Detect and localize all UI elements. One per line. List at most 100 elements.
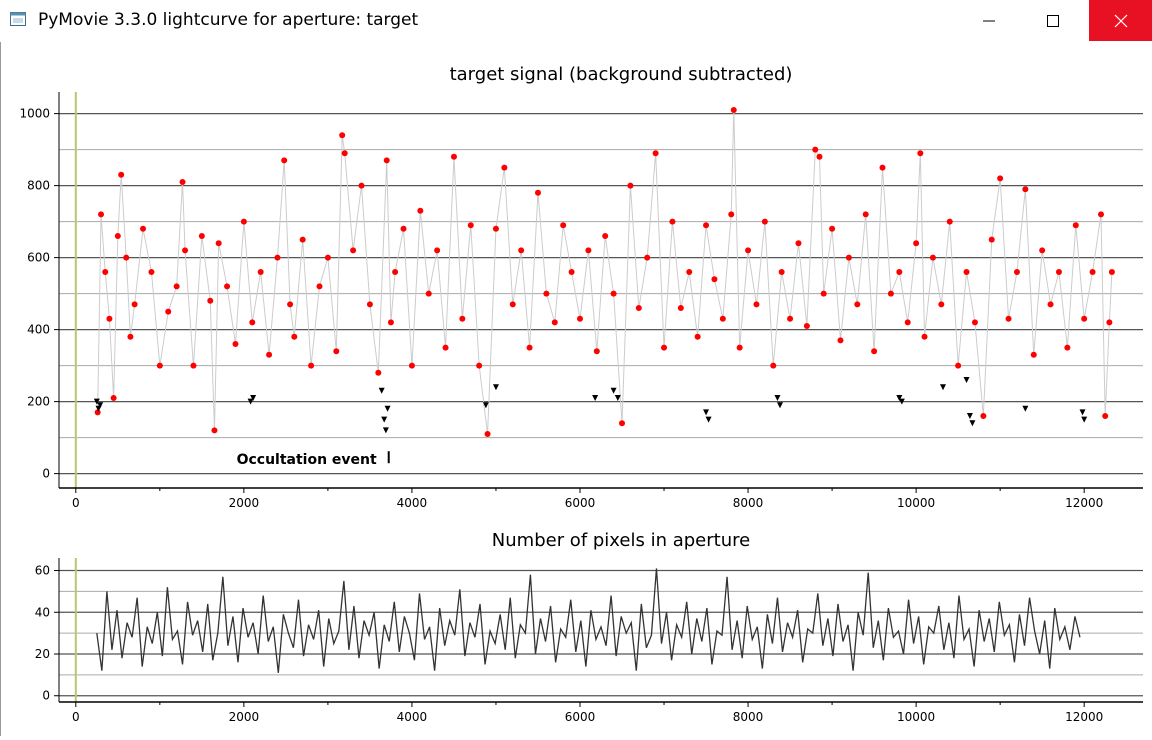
dropped-point-marker (969, 420, 976, 427)
signal-point (110, 395, 117, 401)
signal-point (299, 236, 306, 243)
y-tick-label: 600 (27, 251, 50, 265)
signal-point (341, 150, 348, 157)
y-tick-label: 0 (42, 467, 50, 481)
signal-point (997, 175, 1004, 182)
signal-point (917, 150, 924, 157)
signal-point (1030, 351, 1037, 358)
signal-point (492, 225, 499, 232)
minimize-icon (983, 20, 995, 21)
signal-point (518, 247, 525, 254)
signal-point (795, 240, 802, 247)
signal-point (719, 315, 726, 322)
signal-point (484, 431, 491, 437)
signal-point (291, 333, 298, 340)
dropped-point-marker (776, 402, 783, 409)
signal-point (845, 254, 852, 261)
dropped-point-marker (1079, 409, 1086, 416)
signal-point (215, 240, 222, 247)
signal-point (770, 362, 777, 369)
signal-point (862, 211, 869, 218)
signal-point (1108, 269, 1115, 275)
signal-point (619, 420, 626, 427)
signal-point (1055, 269, 1062, 275)
signal-point (207, 297, 214, 304)
x-tick-label: 0 (72, 710, 80, 724)
signal-point (94, 409, 101, 416)
signal-point (913, 240, 920, 247)
signal-point (929, 254, 936, 261)
signal-point (812, 146, 819, 153)
signal-point (131, 301, 138, 308)
dropped-point-marker (247, 398, 254, 405)
signal-point (703, 222, 710, 229)
x-tick-label: 0 (72, 496, 80, 510)
signal-point (211, 427, 218, 434)
dropped-point-marker (966, 413, 973, 419)
signal-point (904, 319, 911, 326)
close-icon (1114, 14, 1127, 27)
signal-point (854, 301, 861, 308)
x-tick-label: 12000 (1065, 710, 1103, 724)
signal-point (98, 211, 105, 218)
dropped-point-marker (482, 402, 489, 409)
signal-point (661, 344, 668, 351)
y-tick-label: 1000 (19, 107, 50, 121)
chart-panel-0: target signal (background subtracted) 0 20… (19, 64, 1143, 510)
dropped-point-marker (1081, 416, 1088, 423)
signal-point (816, 153, 823, 160)
app-window-icon (10, 12, 26, 26)
signal-point (366, 301, 373, 308)
dropped-point-marker (378, 387, 385, 394)
y-tick-label: 20 (35, 647, 50, 661)
dropped-point-marker (1022, 405, 1029, 412)
occultation-annotation: Occultation event (237, 452, 377, 468)
signal-point (106, 315, 113, 322)
signal-point (358, 182, 365, 189)
signal-point (249, 319, 256, 326)
signal-point (257, 269, 264, 275)
close-button[interactable] (1089, 0, 1152, 41)
signal-point (1047, 301, 1054, 308)
dropped-point-marker (703, 409, 710, 416)
dropped-point-marker (250, 395, 257, 401)
signal-point (400, 225, 407, 232)
signal-point (148, 269, 155, 275)
signal-point (568, 269, 575, 275)
lightcurve-charts[interactable]: target signal (background subtracted) 0 20… (1, 42, 1152, 736)
dropped-point-marker (614, 395, 621, 401)
signal-point (392, 269, 399, 275)
minimize-button[interactable] (966, 0, 1012, 41)
signal-point (669, 218, 676, 225)
signal-point (434, 247, 441, 254)
dropped-point-marker (610, 387, 617, 394)
signal-point (761, 218, 768, 225)
maximize-button[interactable] (1030, 0, 1076, 41)
signal-point (1106, 319, 1113, 326)
y-tick-label: 40 (35, 605, 50, 619)
x-tick-label: 10000 (897, 496, 935, 510)
signal-point (820, 290, 827, 297)
signal-point (467, 222, 474, 229)
signal-point (610, 290, 617, 297)
signal-point (585, 247, 592, 254)
signal-point (387, 319, 394, 326)
signal-point (551, 319, 558, 326)
dropped-point-marker (705, 416, 712, 423)
signal-point (938, 301, 945, 308)
signal-point (677, 305, 684, 311)
signal-point (501, 164, 508, 171)
signal-point (946, 218, 953, 225)
signal-point (829, 225, 836, 232)
x-tick-label: 4000 (397, 710, 428, 724)
signal-point (339, 132, 346, 139)
signal-point (459, 315, 466, 322)
signal-point (955, 362, 962, 369)
signal-point (316, 283, 323, 290)
dropped-point-marker (381, 416, 388, 423)
signal-point (417, 207, 424, 214)
signal-point (963, 269, 970, 275)
dropped-point-marker (93, 398, 100, 405)
dropped-point-marker (774, 395, 781, 401)
signal-point (753, 301, 760, 308)
